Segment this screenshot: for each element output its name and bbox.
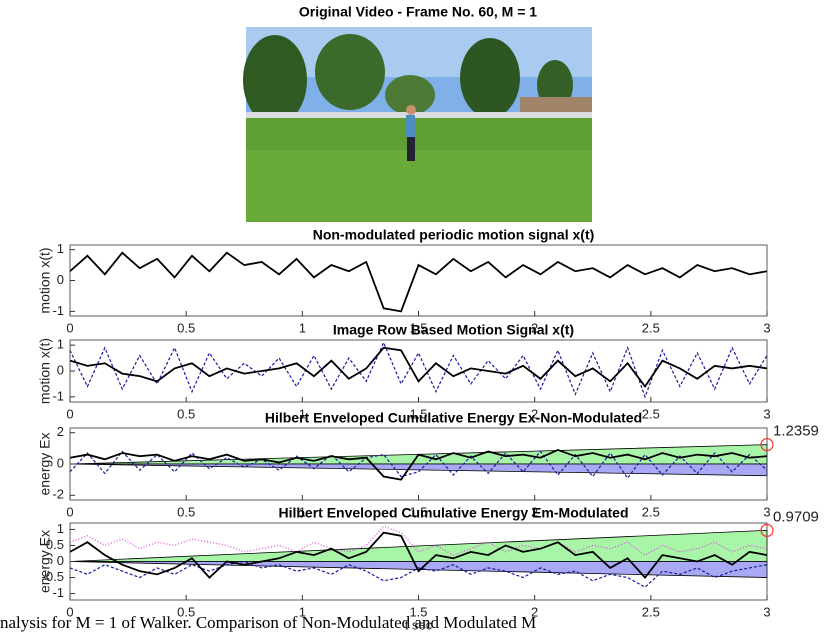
x-tick-label: 3	[763, 604, 770, 619]
x-tick-label: 2.5	[642, 604, 660, 619]
y-axis-label: motion x(t)	[37, 247, 53, 313]
y-tick-label: 0	[57, 553, 64, 568]
x-tick-label: 0.5	[177, 604, 195, 619]
x-tick-label: 2	[531, 604, 538, 619]
person	[406, 115, 415, 137]
grass-near	[246, 150, 592, 222]
x-tick-label: 2.5	[642, 504, 660, 519]
y-tick-label: 2	[57, 424, 64, 439]
x-tick-label: 0.5	[177, 320, 195, 335]
x-tick-label: 2.5	[642, 406, 660, 421]
annotation-label: 0.9709	[773, 508, 819, 525]
chart-title: Image Row Based Motion Signal x(t)	[333, 322, 574, 338]
y-tick-label: -1	[52, 388, 64, 403]
x-tick-label: 0	[66, 504, 73, 519]
y-tick-label: 1	[57, 337, 64, 352]
x-tick-label: 0	[66, 406, 73, 421]
x-tick-label: 0.5	[177, 504, 195, 519]
fence	[246, 112, 592, 119]
chart-title: Hilbert Enveloped Cumulative Energy Ex-N…	[265, 410, 642, 426]
person-legs	[407, 137, 415, 161]
x-axis-label: t sec	[405, 617, 433, 632]
plot-area	[70, 245, 767, 316]
x-tick-label: 2.5	[642, 320, 660, 335]
y-tick-label: 0	[57, 272, 64, 287]
x-tick-label: 1	[299, 604, 306, 619]
y-tick-label: 0	[57, 455, 64, 470]
y-tick-label: -1	[52, 585, 64, 600]
page: Original Video - Frame No. 60, M = 1 nal…	[0, 0, 832, 634]
house	[520, 97, 592, 114]
caption: nalysis for M = 1 of Walker. Comparison …	[0, 613, 536, 632]
y-tick-label: -2	[52, 487, 64, 502]
person-head	[406, 105, 416, 115]
y-tick-label: 1	[57, 241, 64, 256]
chart-title: Hilbert Enveloped Cumulative Energy Em-M…	[278, 505, 628, 521]
x-tick-label: 0.5	[177, 406, 195, 421]
y-tick-label: 0	[57, 362, 64, 377]
chart-title: Non-modulated periodic motion signal x(t…	[313, 227, 595, 243]
annotation-label: 1.2359	[773, 423, 819, 440]
x-tick-label: 3	[763, 504, 770, 519]
tree	[460, 38, 520, 118]
x-tick-label: 0	[66, 320, 73, 335]
x-tick-label: 3	[763, 406, 770, 421]
x-tick-label: 1	[299, 320, 306, 335]
image-title: Original Video - Frame No. 60, M = 1	[299, 4, 537, 20]
y-axis-label: energy Ex	[37, 432, 53, 495]
x-tick-label: 3	[763, 320, 770, 335]
y-axis-label: energy Ex	[37, 530, 53, 593]
video-frame	[243, 27, 592, 222]
tree	[243, 35, 307, 125]
y-tick-label: 1	[57, 521, 64, 536]
y-axis-label: motion x(t)	[37, 338, 53, 404]
x-tick-label: 0	[66, 604, 73, 619]
y-tick-label: -1	[52, 303, 64, 318]
tree	[315, 34, 385, 110]
figure: Original Video - Frame No. 60, M = 1 nal…	[0, 0, 832, 634]
